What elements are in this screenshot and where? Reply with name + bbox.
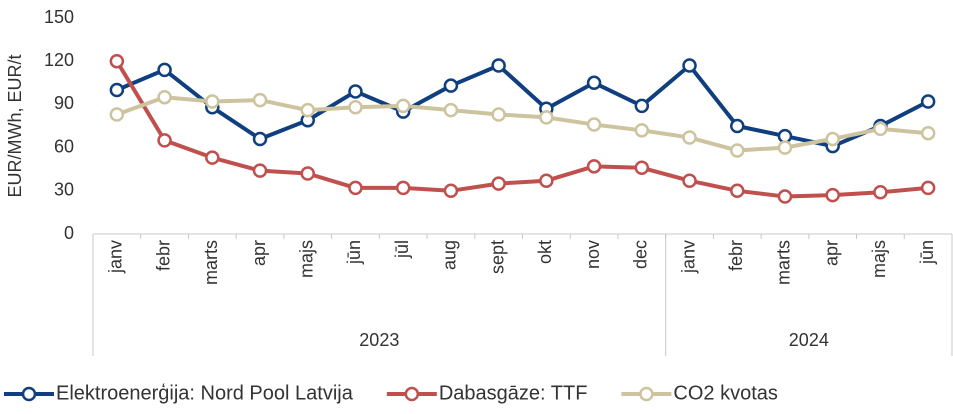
x-tick-label: febr — [726, 240, 746, 271]
series-line — [115, 60, 929, 199]
data-point — [348, 84, 363, 99]
y-tick-label: 120 — [44, 50, 74, 70]
legend-marker — [404, 386, 420, 402]
legend-label: Dabasgāze: TTF — [439, 382, 588, 404]
data-point — [634, 98, 650, 114]
data-point — [157, 133, 172, 148]
y-axis-title: EUR/MWh, EUR/t — [5, 54, 25, 197]
data-point — [920, 94, 936, 109]
data-point — [443, 78, 459, 93]
y-tick-label: 90 — [54, 93, 74, 113]
data-point — [777, 128, 793, 144]
data-point — [586, 117, 602, 132]
group-label: 2024 — [789, 330, 829, 350]
x-tick-label: majs — [297, 240, 317, 278]
data-point — [109, 82, 125, 98]
data-point — [634, 160, 650, 176]
legend-label: CO2 kvotas — [673, 382, 777, 404]
data-point — [730, 118, 745, 134]
x-tick-label: apr — [249, 240, 269, 266]
x-tick-label: apr — [821, 240, 841, 266]
x-tick-label: majs — [869, 240, 889, 278]
y-tick-label: 150 — [44, 7, 74, 27]
data-point — [777, 189, 793, 204]
data-point — [586, 159, 602, 174]
data-point — [586, 75, 602, 91]
data-point — [920, 125, 936, 141]
y-tick-label: 0 — [64, 223, 74, 243]
data-point — [491, 107, 506, 122]
data-point — [825, 131, 840, 147]
data-point — [205, 150, 220, 165]
x-tick-label: dec — [631, 240, 651, 269]
x-tick-label: nov — [583, 240, 603, 269]
x-tick-label: jūn — [917, 240, 937, 265]
data-point — [395, 98, 411, 114]
data-point — [443, 183, 459, 199]
data-point — [730, 183, 745, 199]
x-tick-label: marts — [201, 240, 221, 285]
data-point — [730, 143, 745, 158]
data-point — [634, 123, 650, 138]
x-tick-label: sept — [487, 240, 507, 274]
data-point — [491, 176, 506, 191]
legend-label: Elektroenerģija: Nord Pool Latvija — [56, 382, 354, 404]
data-point — [205, 94, 220, 109]
series-line — [116, 63, 930, 149]
data-point — [109, 53, 125, 69]
x-tick-label: febr — [153, 240, 173, 271]
data-point — [300, 166, 315, 181]
data-point — [682, 173, 697, 188]
x-tick-label: marts — [774, 240, 794, 285]
data-point — [395, 180, 411, 196]
data-point — [252, 131, 268, 147]
data-point — [157, 89, 172, 105]
data-point — [873, 121, 888, 137]
data-point — [682, 130, 697, 145]
data-point — [777, 140, 793, 155]
x-tick-label: jūl — [392, 240, 412, 259]
data-point — [252, 163, 268, 178]
x-tick-label: aug — [440, 240, 460, 270]
data-point — [825, 187, 840, 203]
series-line — [116, 95, 929, 153]
data-point — [157, 62, 172, 78]
data-point — [300, 102, 315, 118]
data-point — [920, 180, 936, 196]
group-label: 2023 — [359, 330, 399, 350]
data-point — [109, 107, 125, 122]
data-point — [252, 92, 268, 108]
x-tick-label: janv — [106, 240, 126, 274]
x-tick-label: janv — [678, 240, 698, 274]
legend-marker — [639, 386, 654, 402]
data-point — [539, 110, 554, 125]
x-tick-label: jūn — [344, 240, 364, 265]
data-point — [539, 173, 554, 188]
y-tick-label: 30 — [54, 180, 74, 200]
legend-marker — [21, 386, 37, 402]
data-point — [443, 102, 459, 118]
y-tick-label: 60 — [54, 136, 74, 156]
data-point — [348, 100, 363, 115]
data-point — [873, 184, 888, 200]
data-point — [348, 180, 363, 196]
x-tick-label: okt — [535, 240, 555, 264]
data-point — [491, 58, 506, 73]
data-point — [682, 58, 697, 73]
